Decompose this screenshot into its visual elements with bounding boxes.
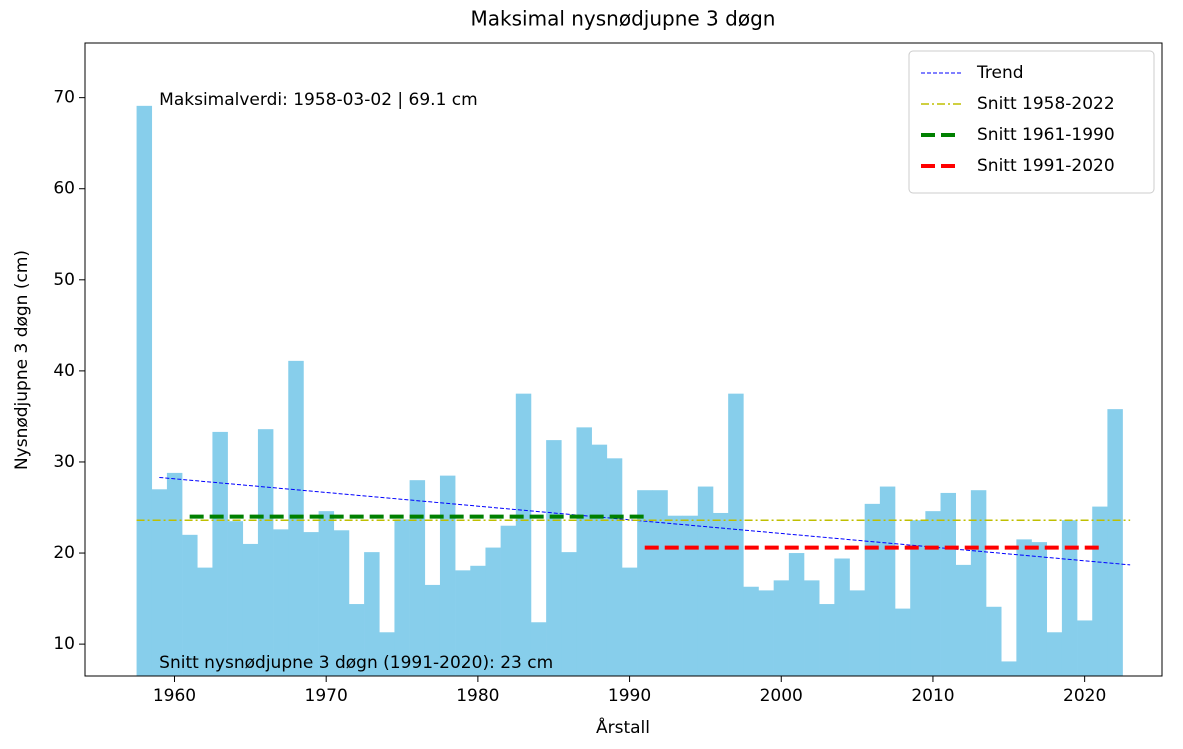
bar <box>166 472 183 676</box>
bar <box>940 492 957 676</box>
x-tick-label: 2020 <box>1063 686 1106 706</box>
bar <box>591 444 608 676</box>
annotation: Snitt nysnødjupne 3 døgn (1991-2020): 23… <box>159 653 553 673</box>
bar <box>348 604 365 676</box>
bar <box>804 580 820 676</box>
legend-box <box>908 50 1155 194</box>
bar <box>667 515 683 676</box>
bar <box>470 565 486 676</box>
x-tick-label: 1970 <box>305 686 348 706</box>
y-tick-label: 40 <box>53 361 75 381</box>
bar <box>1061 520 1078 676</box>
bar <box>986 606 1002 676</box>
y-axis-label: Nysnødjupne 3 døgn (cm) <box>12 250 32 470</box>
bar <box>1031 542 1048 676</box>
bar <box>606 458 623 676</box>
bar <box>895 608 911 676</box>
bar <box>576 427 592 676</box>
bar <box>682 515 699 676</box>
bar <box>151 489 168 676</box>
legend-label: Trend <box>976 63 1024 83</box>
x-tick-label: 1980 <box>456 686 499 706</box>
y-tick-label: 50 <box>53 270 75 290</box>
bar <box>910 520 926 676</box>
bar <box>197 567 213 676</box>
bar <box>318 511 335 676</box>
bar <box>273 529 289 676</box>
bar <box>1092 506 1108 676</box>
bar <box>394 519 410 676</box>
plot-area <box>136 105 1131 676</box>
y-tick-label: 60 <box>53 179 75 199</box>
legend-label: Snitt 1991-2020 <box>977 156 1115 176</box>
bar <box>379 632 395 676</box>
y-tick-label: 70 <box>53 88 75 108</box>
bar <box>485 547 501 676</box>
bar <box>621 567 638 676</box>
bar <box>515 393 532 676</box>
bar <box>712 512 729 676</box>
bar <box>303 532 319 676</box>
bar <box>439 475 456 676</box>
bar <box>743 586 759 676</box>
bar <box>561 552 577 676</box>
x-tick-label: 1960 <box>153 686 196 706</box>
line-series <box>159 476 1131 566</box>
bar <box>1046 632 1063 676</box>
bar <box>970 490 987 676</box>
bar <box>834 558 850 676</box>
annotation: Maksimalverdi: 1958-03-02 | 69.1 cm <box>159 90 478 110</box>
bar <box>879 486 896 676</box>
x-tick-label: 1990 <box>608 686 651 706</box>
bar <box>500 525 517 676</box>
bar <box>424 584 441 676</box>
bar <box>227 521 244 676</box>
bar <box>1077 620 1093 676</box>
bar <box>819 604 835 676</box>
plot-frame <box>84 42 1163 677</box>
bar <box>136 105 153 676</box>
bar <box>728 393 744 676</box>
bar <box>364 552 380 676</box>
chart-title: Maksimal nysnødjupne 3 døgn <box>471 7 776 31</box>
legend-label: Snitt 1961-1990 <box>977 125 1115 145</box>
y-tick-label: 30 <box>53 452 75 472</box>
bar <box>1107 409 1123 676</box>
legend-label: Snitt 1958-2022 <box>977 94 1115 114</box>
bar <box>925 511 941 676</box>
x-axis-label: Årstall <box>596 716 650 738</box>
y-tick-label: 20 <box>53 543 75 563</box>
bar <box>1001 661 1017 676</box>
bar <box>409 480 426 676</box>
bar <box>530 622 547 676</box>
bar <box>955 564 972 676</box>
bar <box>455 570 471 676</box>
bar <box>242 543 259 676</box>
y-tick-label: 10 <box>53 634 75 654</box>
bar <box>333 530 350 676</box>
x-tick-label: 2000 <box>760 686 803 706</box>
x-tick-label: 2010 <box>911 686 954 706</box>
bar <box>849 590 865 676</box>
bar <box>773 580 790 676</box>
bar <box>182 534 198 676</box>
bar <box>788 553 805 676</box>
bar <box>758 590 774 676</box>
bar <box>212 431 228 676</box>
bar <box>637 490 653 676</box>
bar <box>1016 539 1032 676</box>
bar <box>546 440 562 676</box>
bar <box>257 429 274 676</box>
bar <box>652 490 668 676</box>
bar <box>864 503 881 676</box>
bar <box>697 486 714 676</box>
